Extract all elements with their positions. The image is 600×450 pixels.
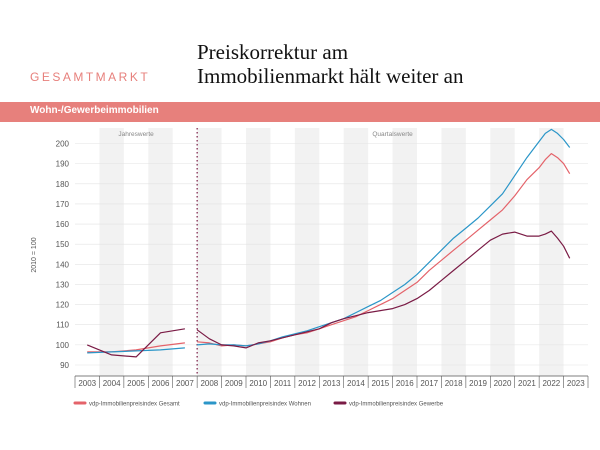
x-tick-label: 2004 <box>103 379 121 388</box>
x-tick-label: 2007 <box>176 379 194 388</box>
y-tick-label: 150 <box>56 240 70 249</box>
x-tick-label: 2015 <box>371 379 389 388</box>
y-tick-label: 170 <box>56 200 70 209</box>
legend: vdp-Immobilienpreisindex Gesamt vdp-Immob… <box>73 401 444 408</box>
y-tick-label: 110 <box>56 321 69 330</box>
page-title: Preiskorrektur am Immobilienmarkt hält w… <box>197 40 577 88</box>
y-tick-label: 130 <box>56 280 70 289</box>
y-tick-label: 180 <box>56 180 70 189</box>
x-tick-label: 2010 <box>249 379 267 388</box>
legend-label: vdp-Immobilienpreisindex Wohnen <box>219 402 311 408</box>
x-tick-label: 2014 <box>347 379 365 388</box>
year-band <box>246 128 271 376</box>
y-tick-label: 140 <box>56 260 70 269</box>
category-band <box>0 102 600 122</box>
year-band <box>99 128 124 376</box>
year-band <box>490 128 515 376</box>
series-line-annual <box>86 328 185 358</box>
x-tick-label: 2008 <box>200 379 218 388</box>
x-tick-label: 2023 <box>567 379 585 388</box>
title-line-2: Immobilienmarkt hält weiter an <box>197 64 464 88</box>
x-tick-label: 2020 <box>494 379 512 388</box>
year-band <box>197 128 222 376</box>
x-tick-label: 2017 <box>420 379 438 388</box>
x-tick-label: 2011 <box>274 379 292 388</box>
series-line-quarterly <box>196 230 571 349</box>
y-tick-label: 160 <box>56 220 70 229</box>
period-label-annual: Jahreswerte <box>118 131 154 138</box>
x-tick-label: 2009 <box>225 379 243 388</box>
year-bands <box>99 128 564 376</box>
year-band <box>441 128 466 376</box>
horizontal-gridlines <box>75 143 588 366</box>
period-label-quarterly: Quartalswerte <box>372 131 413 138</box>
title-line-1: Preiskorrektur am <box>197 40 349 64</box>
x-tick-label: 2016 <box>396 379 414 388</box>
x-tick-label: 2019 <box>469 379 487 388</box>
legend-label: vdp-Immobilienpreisindex Gesamt <box>89 402 180 408</box>
series-layer <box>86 128 571 358</box>
section-label: GESAMTMARKT <box>30 70 151 84</box>
x-tick-label: 2005 <box>127 379 145 388</box>
y-tick-label: 100 <box>56 341 70 350</box>
y-tick-label: 90 <box>60 361 69 370</box>
year-band <box>294 128 320 376</box>
legend-label: vdp-Immobilienpreisindex Gewerbe <box>349 402 444 408</box>
x-tick-label: 2006 <box>152 379 170 388</box>
y-axis-ticks: 90 100 110 120 130 140 150 160 170 180 190 200 <box>56 140 70 371</box>
year-band <box>343 128 369 376</box>
year-band <box>392 128 417 376</box>
category-band-label: Wohn-/Gewerbeimmobilien <box>30 105 159 116</box>
x-tick-label: 2022 <box>542 379 560 388</box>
x-axis-ticks: 2003 2004 2005 2006 2007 2008 2009 2010 2011 2012… <box>74 375 589 388</box>
year-band <box>148 128 173 376</box>
x-tick-label: 2018 <box>445 379 463 388</box>
y-axis-label: 2010 = 100 <box>31 237 38 272</box>
x-tick-label: 2021 <box>518 379 536 388</box>
y-tick-label: 120 <box>56 301 70 310</box>
x-tick-label: 2013 <box>323 379 341 388</box>
x-tick-label: 2012 <box>298 379 316 388</box>
y-tick-label: 200 <box>56 140 70 149</box>
y-tick-label: 190 <box>56 160 70 169</box>
x-tick-label: 2003 <box>78 379 96 388</box>
year-band <box>539 128 564 376</box>
series-line-annual <box>87 347 185 354</box>
